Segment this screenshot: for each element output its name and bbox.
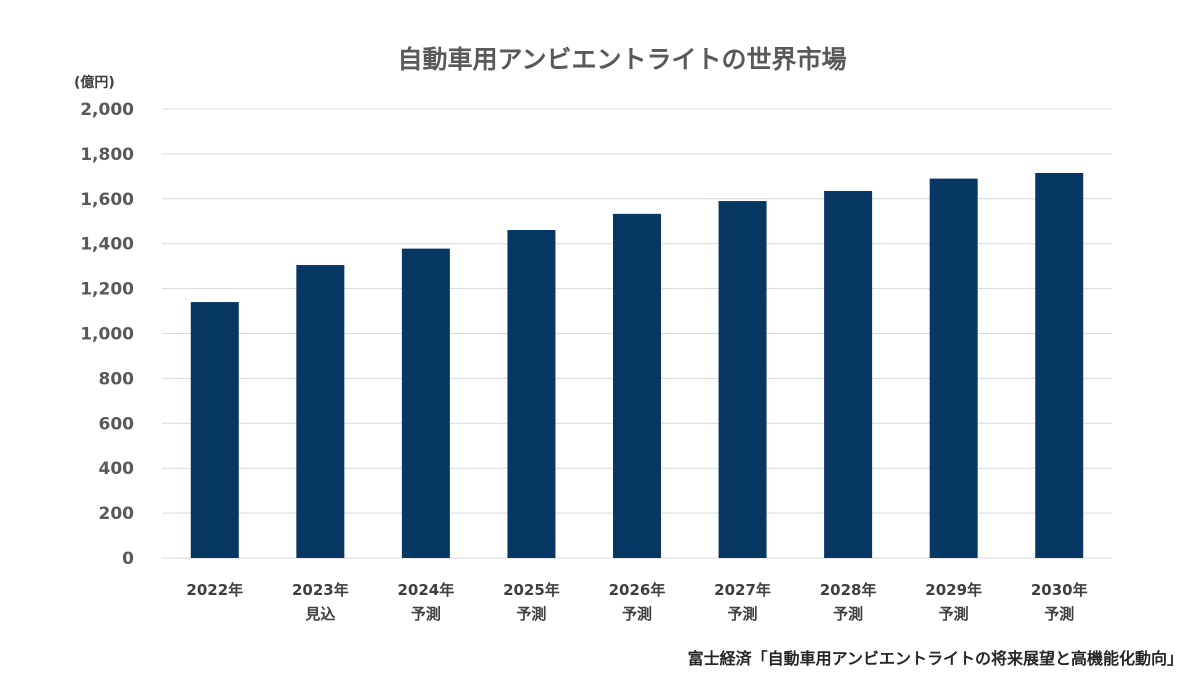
y-tick-label: 600	[99, 414, 135, 434]
x-tick-note: 予測	[1044, 605, 1074, 623]
y-axis-ticks: 0 200 400 600 800 1,000 1,200 1,400 1,600 1,800 2,…	[80, 100, 134, 569]
bars	[190, 172, 1084, 559]
source-note: 富士経済「自動車用アンビエントライトの将来展望と高機能化動向」	[688, 649, 1183, 668]
x-tick-label: 2022年	[186, 581, 243, 599]
x-tick-label: 2023年	[292, 581, 349, 599]
bar	[507, 230, 556, 558]
y-tick-label: 0	[122, 549, 134, 569]
bar	[296, 265, 345, 558]
y-tick-label: 400	[99, 459, 135, 479]
x-tick-label: 2030年	[1031, 581, 1088, 599]
x-tick-label: 2027年	[714, 581, 771, 599]
x-tick-label: 2029年	[925, 581, 982, 599]
x-tick-label: 2024年	[398, 581, 455, 599]
y-tick-label: 2,000	[80, 100, 134, 120]
y-tick-label: 1,600	[80, 190, 134, 210]
bar	[190, 302, 239, 558]
chart-title: 自動車用アンビエントライトの世界市場	[397, 45, 846, 74]
bar	[613, 213, 661, 559]
y-tick-label: 200	[99, 504, 135, 524]
y-axis-unit-label: (億円)	[74, 74, 115, 91]
x-tick-note: 見込	[304, 605, 335, 623]
x-tick-note: 予測	[728, 605, 758, 623]
x-tick-note: 予測	[833, 605, 863, 623]
bar	[824, 190, 873, 558]
y-tick-label: 1,000	[80, 325, 134, 345]
y-tick-label: 1,200	[80, 280, 134, 300]
x-tick-note: 予測	[411, 605, 441, 623]
y-tick-label: 1,400	[80, 235, 134, 255]
x-tick-label: 2026年	[609, 581, 666, 599]
x-tick-note: 予測	[939, 605, 969, 623]
x-tick-label: 2025年	[503, 581, 560, 599]
bar	[401, 248, 450, 558]
x-tick-label: 2028年	[820, 581, 877, 599]
bar	[929, 178, 978, 558]
y-tick-label: 1,800	[80, 145, 134, 165]
bar	[1035, 172, 1084, 559]
bar	[718, 201, 767, 559]
y-tick-label: 800	[99, 369, 135, 389]
x-tick-note: 予測	[516, 605, 546, 623]
x-tick-note: 予測	[622, 605, 652, 623]
